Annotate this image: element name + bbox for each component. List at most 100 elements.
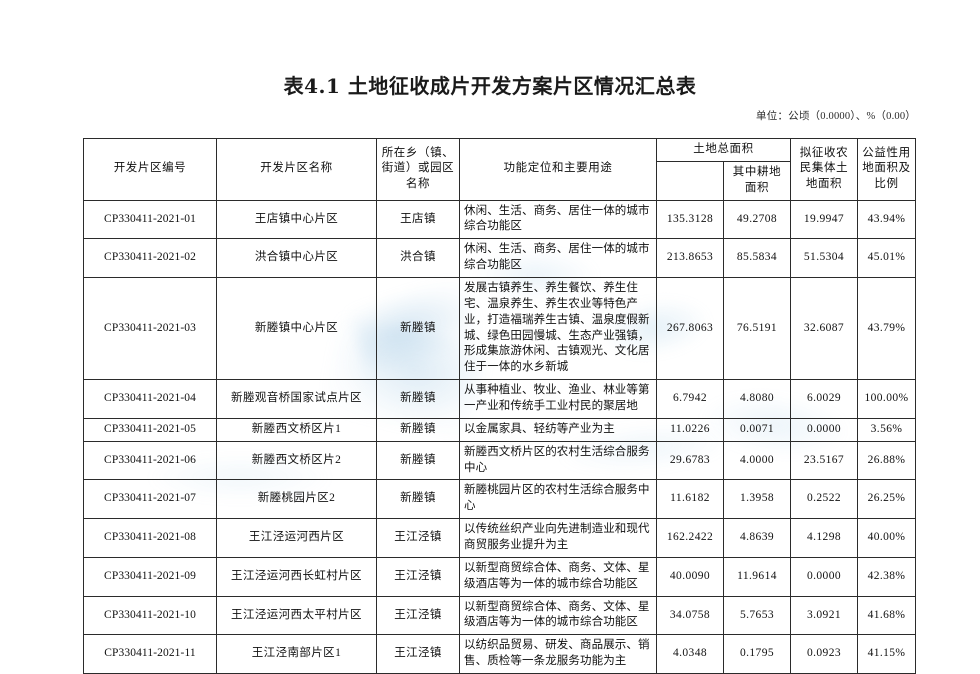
table-row: CP330411-2021-11 王江泾南部片区1 王江泾镇 以纺织品贸易、研发、商品…: [83, 634, 916, 674]
cell-code: CP330411-2021-02: [83, 238, 217, 279]
cell-use: 休闲、生活、商务、居住一体的城市综合功能区: [459, 238, 657, 279]
table-row: CP330411-2021-01 王店镇中心片区 王店镇 休闲、生活、商务、居住一体的…: [83, 199, 916, 240]
cell-code: CP330411-2021-07: [83, 479, 217, 520]
cell-total-area: 11.0226: [656, 417, 724, 442]
cell-total-area: 6.7942: [656, 379, 724, 419]
table-row: CP330411-2021-04 新塍观音桥国家试点片区 新塍镇 从事种植业、牧业、渔…: [83, 379, 916, 419]
summary-table-container: 开发片区编号 开发片区名称 所在乡（镇、街道）或园区名称 功能定位和主要用途 土…: [83, 138, 916, 674]
table-row: CP330411-2021-03 新塍镇中心片区 新塍镇 发展古镇养生、养生餐饮、养生…: [83, 277, 916, 381]
table-row: CP330411-2021-02 洪合镇中心片区 洪合镇 休闲、生活、商务、居住一体的…: [83, 238, 916, 279]
cell-public-area: 100.00%: [857, 379, 916, 419]
cell-collective-area: 51.5304: [790, 238, 858, 279]
cell-code: CP330411-2021-05: [83, 417, 217, 442]
header-code: 开发片区编号: [83, 138, 217, 201]
cell-collective-area: 23.5167: [790, 440, 858, 481]
cell-name: 王江泾运河西片区: [216, 518, 377, 558]
cell-farmland-area: 5.7653: [723, 595, 791, 636]
cell-use: 新塍桃园片区的农村生活综合服务中心: [459, 479, 657, 520]
cell-use: 以纺织品贸易、研发、商品展示、销售、质检等一条龙服务功能为主: [459, 634, 657, 674]
cell-farmland-area: 11.9614: [723, 556, 791, 597]
cell-town: 王江泾镇: [376, 518, 460, 558]
cell-town: 新塍镇: [376, 379, 460, 419]
cell-code: CP330411-2021-04: [83, 379, 217, 419]
cell-collective-area: 0.0000: [790, 417, 858, 442]
cell-name: 新塍桃园片区2: [216, 479, 377, 520]
cell-total-area: 213.8653: [656, 238, 724, 279]
cell-town: 新塍镇: [376, 440, 460, 481]
cell-town: 王店镇: [376, 199, 460, 240]
cell-total-area: 162.2422: [656, 518, 724, 558]
cell-collective-area: 4.1298: [790, 518, 858, 558]
cell-use: 新塍西文桥片区的农村生活综合服务中心: [459, 440, 657, 481]
cell-public-area: 26.25%: [857, 479, 916, 520]
cell-total-area: 29.6783: [656, 440, 724, 481]
cell-town: 王江泾镇: [376, 595, 460, 636]
cell-use: 从事种植业、牧业、渔业、林业等第一产业和传统手工业村民的聚居地: [459, 379, 657, 419]
cell-public-area: 43.94%: [857, 199, 916, 240]
cell-farmland-area: 4.8080: [723, 379, 791, 419]
cell-code: CP330411-2021-10: [83, 595, 217, 636]
cell-public-area: 41.15%: [857, 634, 916, 674]
cell-name: 洪合镇中心片区: [216, 238, 377, 279]
header-name: 开发片区名称: [216, 138, 377, 201]
cell-total-area: 135.3128: [656, 199, 724, 240]
cell-public-area: 42.38%: [857, 556, 916, 597]
summary-table: 开发片区编号 开发片区名称 所在乡（镇、街道）或园区名称 功能定位和主要用途 土…: [83, 138, 916, 674]
cell-code: CP330411-2021-03: [83, 277, 217, 381]
cell-code: CP330411-2021-11: [83, 634, 217, 674]
cell-code: CP330411-2021-01: [83, 199, 217, 240]
table-body: CP330411-2021-01 王店镇中心片区 王店镇 休闲、生活、商务、居住一体的…: [83, 199, 916, 674]
cell-farmland-area: 1.3958: [723, 479, 791, 520]
cell-total-area: 11.6182: [656, 479, 724, 520]
unit-note: 单位：公顷（0.0000）、%（0.00）: [756, 111, 916, 122]
table-row: CP330411-2021-05 新塍西文桥区片1 新塍镇 以金属家具、轻纺等产业为主…: [83, 417, 916, 442]
cell-collective-area: 32.6087: [790, 277, 858, 381]
cell-name: 新塍西文桥区片2: [216, 440, 377, 481]
cell-farmland-area: 85.5834: [723, 238, 791, 279]
header-town: 所在乡（镇、街道）或园区名称: [376, 138, 460, 201]
cell-town: 王江泾镇: [376, 556, 460, 597]
cell-farmland-area: 0.1795: [723, 634, 791, 674]
cell-use: 发展古镇养生、养生餐饮、养生住宅、温泉养生、养生农业等特色产业，打造福瑞养生古镇…: [459, 277, 657, 381]
header-total-area-blank: [656, 160, 724, 201]
table-row: CP330411-2021-10 王江泾运河西太平村片区 王江泾镇 以新型商贸综合体、…: [83, 595, 916, 636]
table-row: CP330411-2021-06 新塍西文桥区片2 新塍镇 新塍西文桥片区的农村生活综…: [83, 440, 916, 481]
cell-name: 新塍西文桥区片1: [216, 417, 377, 442]
cell-collective-area: 6.0029: [790, 379, 858, 419]
document-page: 表4.1 土地征收成片开发方案片区情况汇总表 单位：公顷（0.0000）、%（0…: [83, 74, 916, 674]
cell-town: 洪合镇: [376, 238, 460, 279]
page-title: 表4.1 土地征收成片开发方案片区情况汇总表: [283, 74, 697, 98]
cell-town: 王江泾镇: [376, 634, 460, 674]
table-row: CP330411-2021-07 新塍桃园片区2 新塍镇 新塍桃园片区的农村生活综合服…: [83, 479, 916, 520]
cell-farmland-area: 49.2708: [723, 199, 791, 240]
cell-total-area: 40.0090: [656, 556, 724, 597]
cell-use: 以传统丝织产业向先进制造业和现代商贸服务业提升为主: [459, 518, 657, 558]
table-row: CP330411-2021-08 王江泾运河西片区 王江泾镇 以传统丝织产业向先进制造…: [83, 518, 916, 558]
cell-total-area: 4.0348: [656, 634, 724, 674]
cell-use: 以新型商贸综合体、商务、文体、星级酒店等为一体的城市综合功能区: [459, 556, 657, 597]
cell-code: CP330411-2021-08: [83, 518, 217, 558]
cell-total-area: 267.8063: [656, 277, 724, 381]
cell-total-area: 34.0758: [656, 595, 724, 636]
cell-public-area: 40.00%: [857, 518, 916, 558]
cell-collective-area: 0.2522: [790, 479, 858, 520]
table-row: CP330411-2021-09 王江泾运河西长虹村片区 王江泾镇 以新型商贸综合体、…: [83, 556, 916, 597]
cell-use: 以新型商贸综合体、商务、文体、星级酒店等为一体的城市综合功能区: [459, 595, 657, 636]
cell-code: CP330411-2021-06: [83, 440, 217, 481]
cell-name: 王江泾运河西太平村片区: [216, 595, 377, 636]
cell-name: 王店镇中心片区: [216, 199, 377, 240]
cell-town: 新塍镇: [376, 479, 460, 520]
cell-farmland-area: 0.0071: [723, 417, 791, 442]
cell-town: 新塍镇: [376, 417, 460, 442]
header-collective-area: 拟征收农民集体土地面积: [790, 138, 858, 201]
cell-public-area: 43.79%: [857, 277, 916, 381]
cell-collective-area: 0.0000: [790, 556, 858, 597]
cell-name: 王江泾南部片区1: [216, 634, 377, 674]
header-farmland-area: 其中耕地面积: [723, 160, 791, 201]
cell-name: 王江泾运河西长虹村片区: [216, 556, 377, 597]
cell-public-area: 26.88%: [857, 440, 916, 481]
cell-use: 以金属家具、轻纺等产业为主: [459, 417, 657, 442]
cell-name: 新塍观音桥国家试点片区: [216, 379, 377, 419]
cell-code: CP330411-2021-09: [83, 556, 217, 597]
cell-name: 新塍镇中心片区: [216, 277, 377, 381]
